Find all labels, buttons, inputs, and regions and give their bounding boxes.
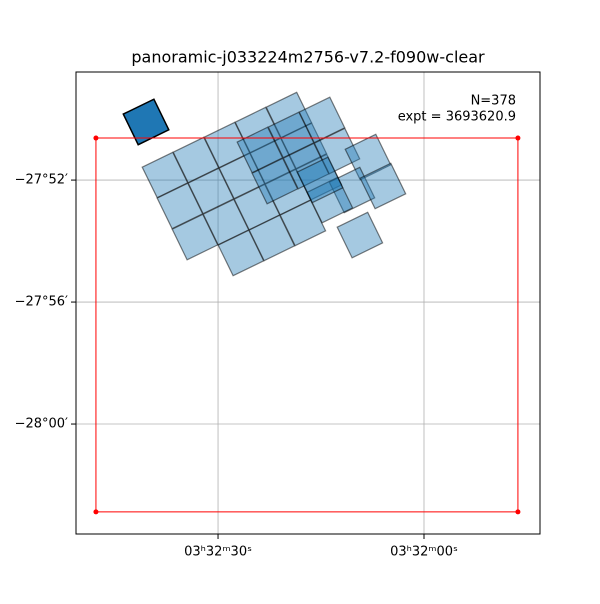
chart-title: panoramic-j033224m2756-v7.2-f090w-clear [131, 48, 485, 67]
footprint [279, 199, 327, 247]
footprint [336, 211, 384, 259]
annotation: N=378 [471, 94, 516, 109]
y-tick-label: −28°00′ [15, 417, 68, 432]
y-tick-label: −27°56′ [15, 295, 68, 310]
footprint [313, 127, 361, 175]
footprint [296, 156, 344, 204]
footprint [359, 162, 407, 210]
y-tick-label: −27°52′ [15, 173, 68, 188]
box-corner [93, 509, 99, 515]
box-corner [515, 509, 521, 515]
box-corner [93, 135, 99, 141]
footprint [122, 98, 170, 146]
box-corner [515, 135, 521, 141]
x-tick-label: 03ʰ32ᵐ30ˢ [184, 545, 252, 560]
annotation: expt = 3693620.9 [398, 110, 516, 125]
x-tick-label: 03ʰ32ᵐ00ˢ [390, 545, 458, 560]
footprint [328, 166, 376, 214]
plot-frame [75, 71, 541, 535]
